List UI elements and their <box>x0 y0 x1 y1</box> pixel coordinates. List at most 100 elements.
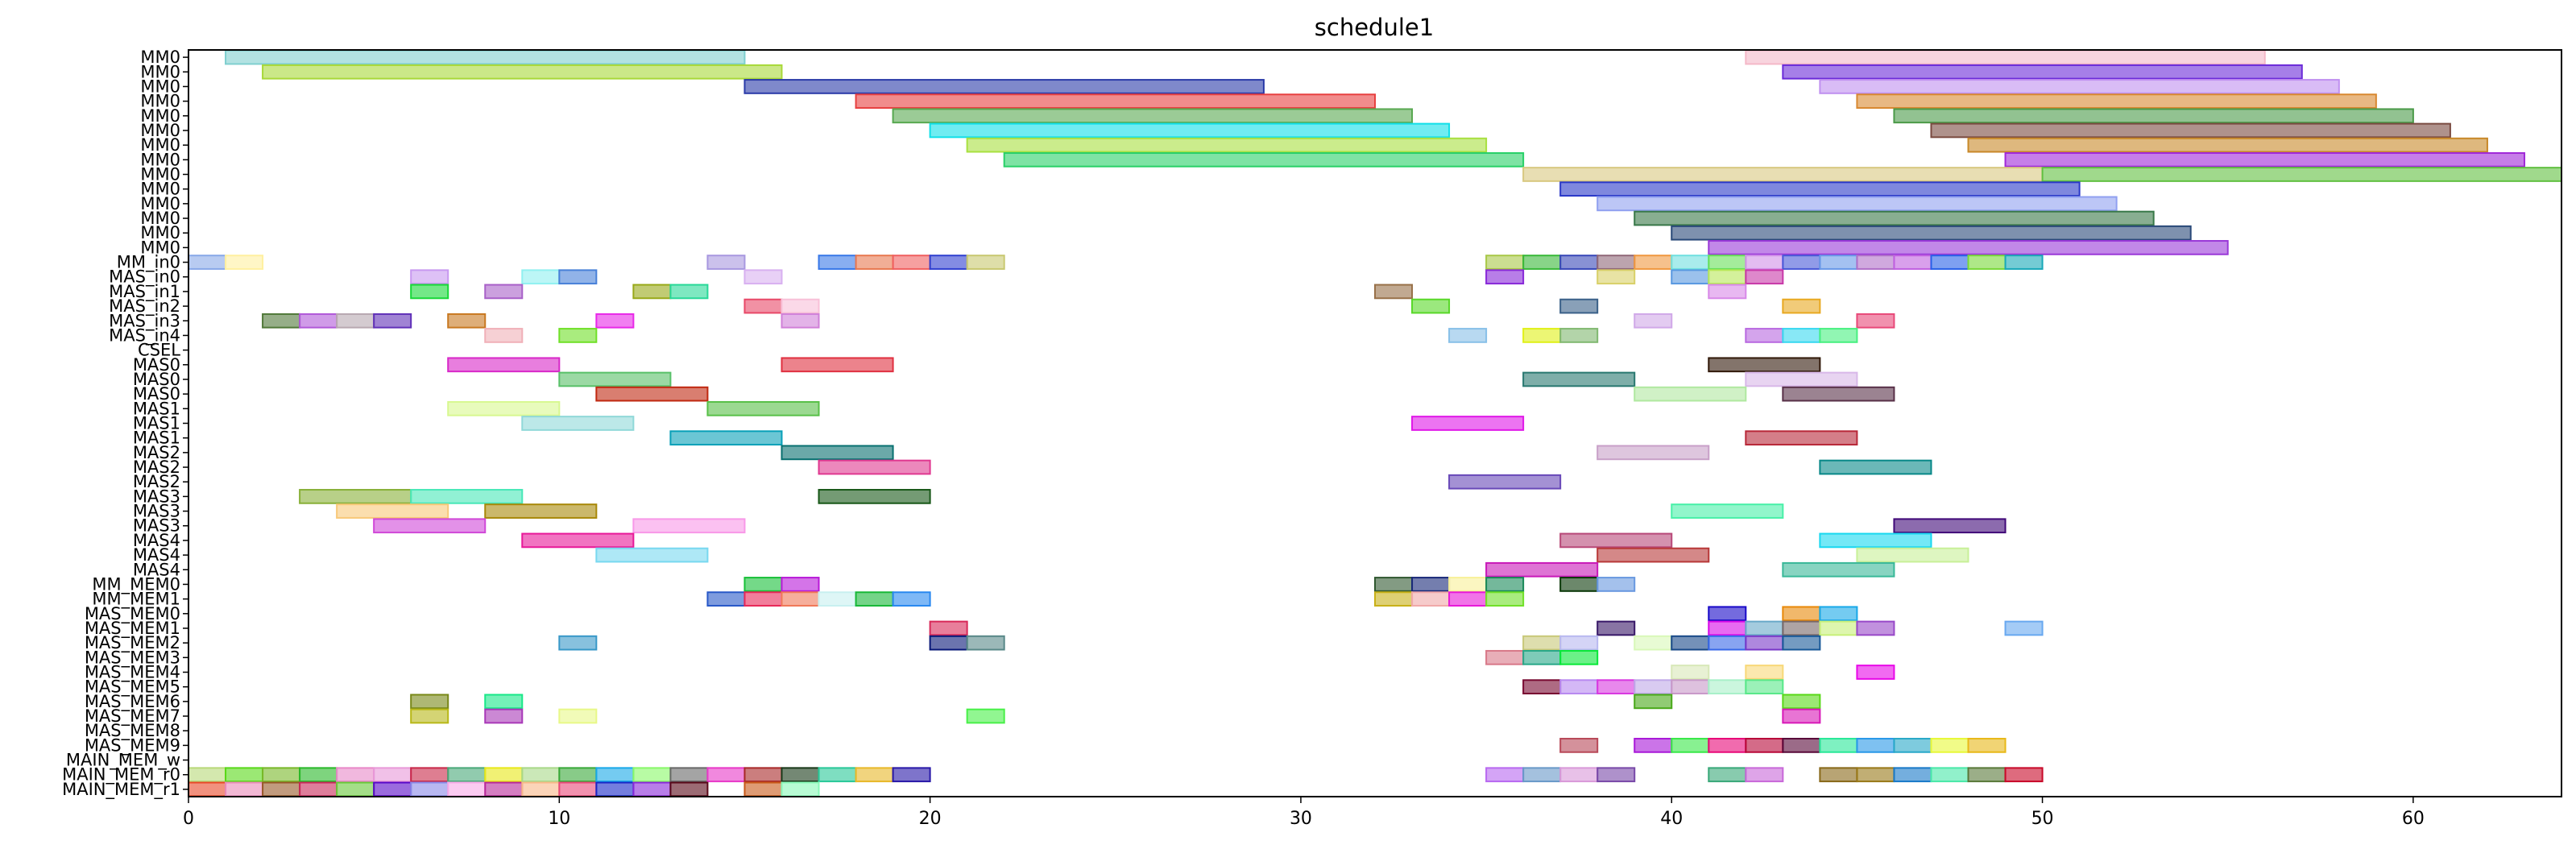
task-bar <box>1856 738 1895 753</box>
task-bar <box>1819 532 1932 549</box>
task-bar <box>1485 561 1599 578</box>
task-bar <box>595 313 635 329</box>
task-bar <box>447 767 487 783</box>
task-bar <box>1819 606 1858 622</box>
task-bar <box>1671 738 1710 753</box>
task-bar <box>1634 210 2155 226</box>
task-bar <box>1411 591 1451 607</box>
x-tick-label: 50 <box>2031 809 2054 829</box>
task-bar <box>1411 577 1451 592</box>
task-bar <box>1559 635 1599 651</box>
task-bar <box>484 694 524 710</box>
task-bar <box>892 108 1414 124</box>
task-bar <box>521 767 561 783</box>
y-tick-label: MAS_MEM5 <box>85 677 180 698</box>
y-tick-label: MAS_MEM9 <box>85 735 180 756</box>
task-bar <box>1745 269 1784 285</box>
task-bar <box>892 767 931 783</box>
task-bar <box>1559 679 1599 695</box>
task-bar <box>1559 649 1599 665</box>
y-tick-label: MAS_in3 <box>109 311 180 331</box>
task-bar <box>818 489 931 504</box>
task-bar <box>1671 225 2192 241</box>
y-tick-label: MM0 <box>140 194 180 213</box>
task-bar <box>1597 577 1636 592</box>
task-bar <box>1671 503 1784 519</box>
y-tick-label: MAS_MEM3 <box>85 648 180 668</box>
y-tick-label: MAS1 <box>133 399 180 418</box>
task-bar <box>2004 151 2525 168</box>
task-bar <box>373 313 412 329</box>
y-tick-label: MAS_MEM4 <box>85 663 180 683</box>
x-tick-label: 0 <box>183 809 194 829</box>
task-bar <box>1819 738 1858 753</box>
task-bar <box>929 620 968 636</box>
task-bar <box>1597 255 1636 270</box>
task-bar <box>521 781 561 797</box>
task-bar <box>1708 240 2229 255</box>
task-bar <box>1634 255 1673 270</box>
task-bar <box>1782 255 1821 270</box>
task-bar <box>336 313 375 329</box>
task-bar <box>595 781 635 797</box>
task-bar <box>1930 738 1969 753</box>
task-bar <box>373 518 487 534</box>
task-bar <box>706 767 746 783</box>
y-tick-label: MAS2 <box>133 472 180 491</box>
task-bar <box>1559 767 1599 783</box>
task-bar <box>1745 679 1784 695</box>
task-bar <box>781 357 894 373</box>
y-tick-label: MAS0 <box>133 384 180 404</box>
task-bar <box>299 781 338 797</box>
task-bar <box>781 445 894 461</box>
task-bar <box>299 313 338 329</box>
y-tick-label: MAS4 <box>133 531 180 550</box>
task-bar <box>1782 708 1821 724</box>
task-bar <box>929 255 968 270</box>
task-bar <box>1745 371 1858 387</box>
y-tick-label: MAS0 <box>133 355 180 375</box>
task-bar <box>2004 620 2044 636</box>
y-tick-label: MM0 <box>140 106 180 126</box>
task-bar <box>966 137 1488 153</box>
task-bar <box>632 767 672 783</box>
y-tick-label: MAS3 <box>133 487 180 506</box>
task-bar <box>336 503 449 519</box>
task-bar <box>1967 255 2007 270</box>
task-bar <box>1819 767 1858 783</box>
y-tick-label: MM0 <box>140 150 180 169</box>
task-bar <box>410 767 449 783</box>
y-tick-label: MM0 <box>140 62 180 81</box>
task-bar <box>1597 767 1636 783</box>
task-bar <box>1782 561 1895 578</box>
task-bar <box>1745 738 1784 753</box>
task-bar <box>484 328 524 343</box>
task-bar <box>1782 606 1821 622</box>
task-bar <box>1782 635 1821 651</box>
task-bar <box>595 767 635 783</box>
task-bar <box>1930 255 1969 270</box>
y-tick-label: MAS_in2 <box>109 296 180 317</box>
task-bar <box>558 269 598 285</box>
task-bar <box>1485 767 1525 783</box>
task-bar <box>1374 284 1414 300</box>
task-bar <box>632 781 672 797</box>
plot-frame <box>188 49 2562 797</box>
task-bar <box>1782 738 1821 753</box>
task-bar <box>818 767 857 783</box>
task-bar <box>558 328 598 343</box>
y-tick-label: MM0 <box>140 165 180 184</box>
task-bar <box>1819 328 1858 343</box>
y-tick-label: MAIN_MEM_w <box>66 751 180 771</box>
task-bar <box>484 503 598 519</box>
task-bar <box>1930 767 1969 783</box>
task-bar <box>336 767 375 783</box>
task-bar <box>558 767 598 783</box>
y-tick-label: MAS_in4 <box>109 325 180 346</box>
task-bar <box>1708 606 1747 622</box>
task-bar <box>669 284 709 300</box>
task-bar <box>1819 79 2340 94</box>
task-bars <box>188 49 2562 797</box>
task-bar <box>1745 255 1784 270</box>
task-bar <box>1856 547 1969 563</box>
